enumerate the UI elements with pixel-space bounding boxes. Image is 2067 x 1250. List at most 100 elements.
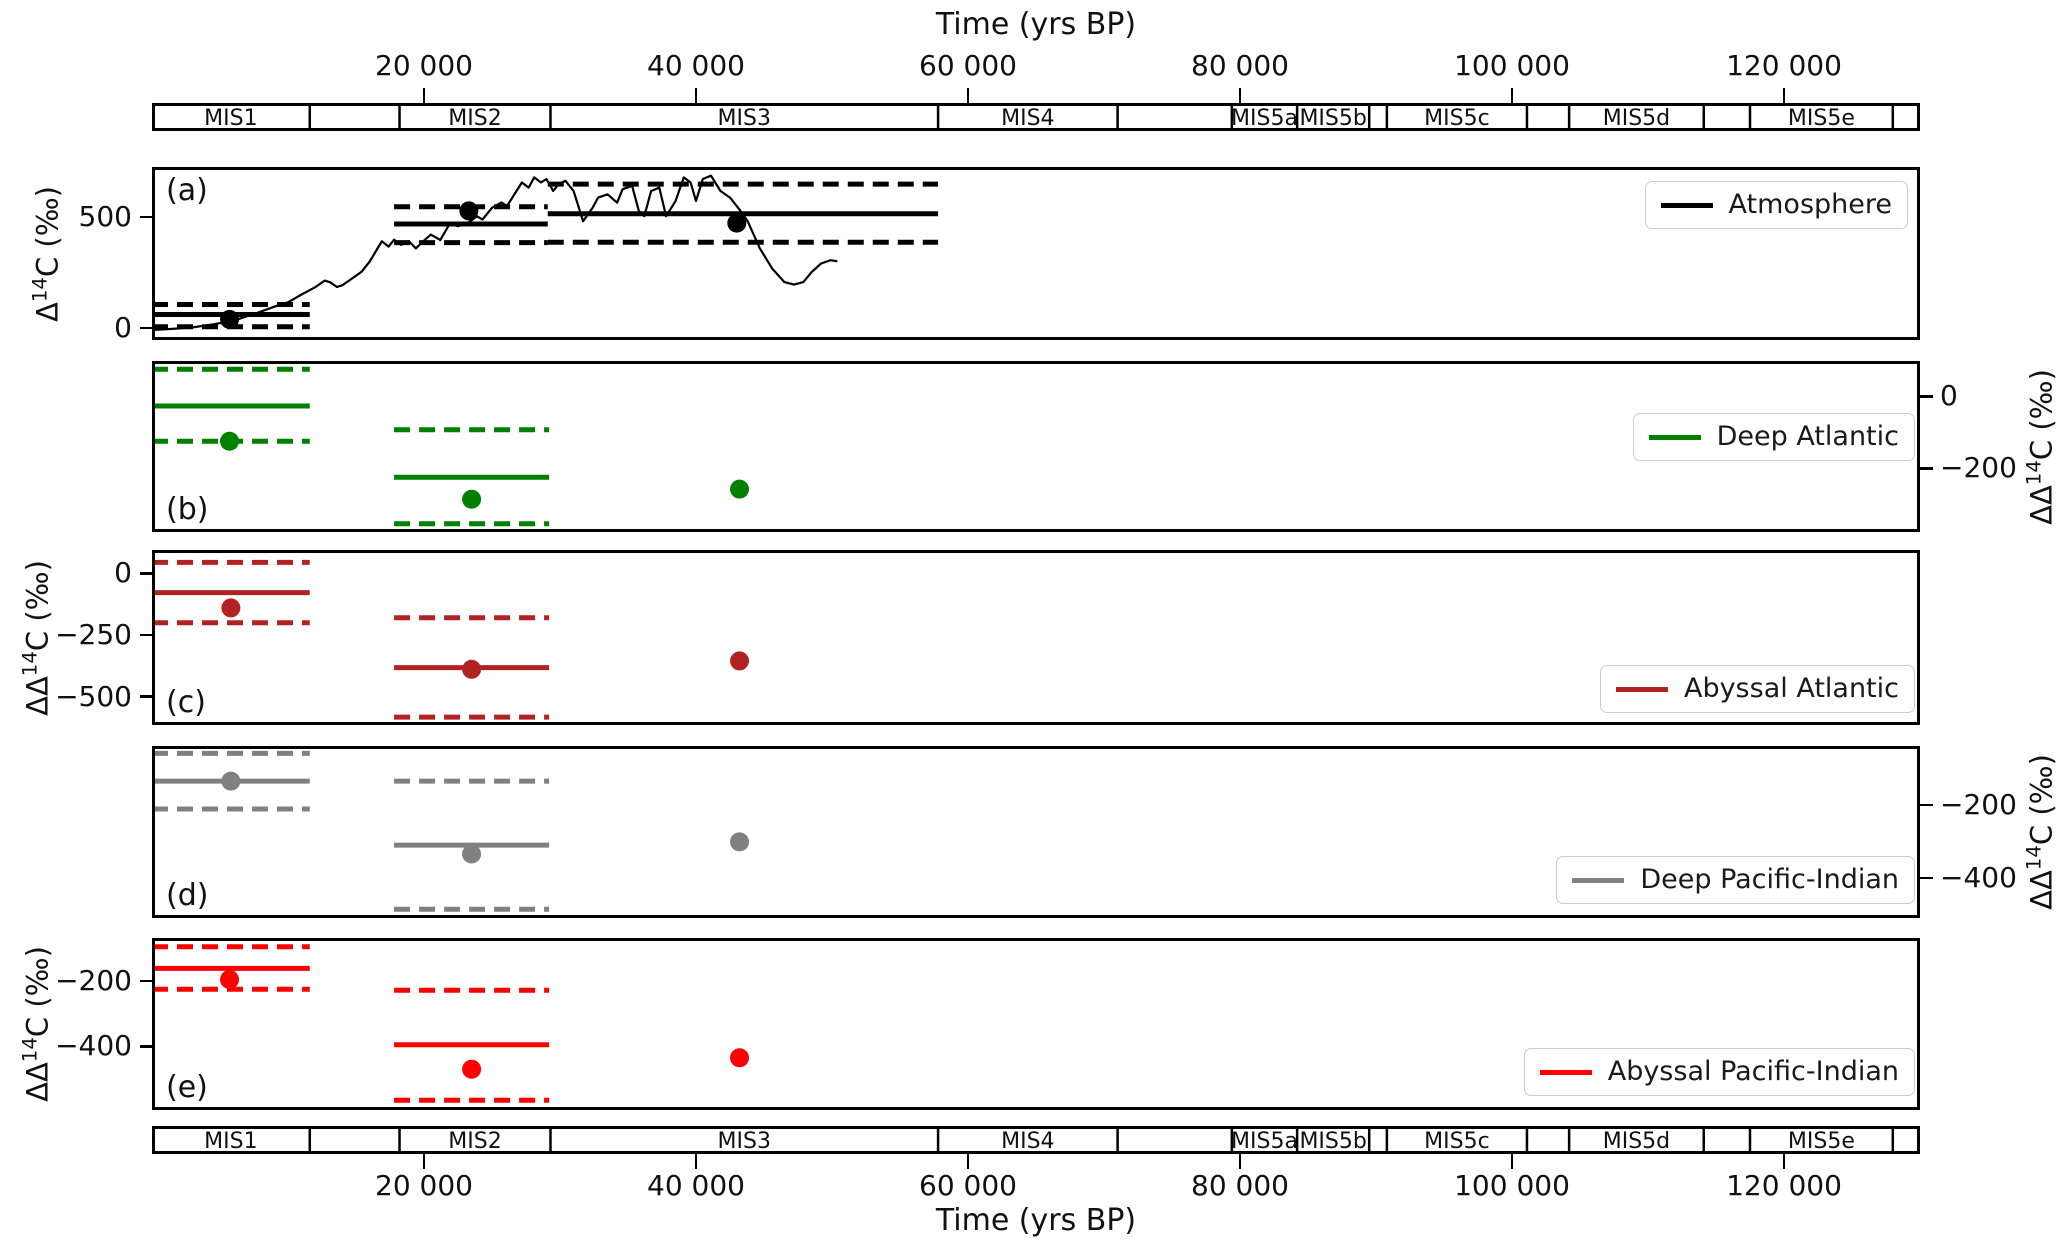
b-ytick-mark — [1920, 395, 1933, 398]
top-xtick-mark — [1238, 88, 1242, 103]
e-border — [152, 938, 1920, 1110]
mis-bar-outline — [152, 1126, 1920, 1154]
bottom-xtick-mark — [1238, 1154, 1242, 1169]
d-border — [152, 746, 1920, 918]
abyssal-pacific-indian-line-swatch — [1539, 1069, 1592, 1075]
mis-label-mis1: MIS1 — [204, 106, 257, 131]
b-dot-3 — [730, 479, 750, 499]
panel-b-ylabel-prefix: ΔΔ — [2024, 485, 2059, 525]
panel-a-ylabel-prefix: Δ — [30, 302, 65, 322]
panel-c-letter: (c) — [166, 685, 206, 720]
panel-d-frame: (d) — [152, 746, 1920, 918]
panel-e-ylabel-sup: 14 — [18, 1037, 42, 1063]
d-dot-2 — [462, 844, 482, 864]
b-border — [152, 361, 1920, 532]
bottom-xtick-100000: 100 000 — [1454, 1169, 1570, 1202]
panel-d-ytick--200: −200 — [1940, 787, 2017, 821]
b-ytick-mark — [1920, 467, 1933, 470]
legend-atmosphere: Atmosphere — [1644, 181, 1908, 229]
mis-label-mis3: MIS3 — [718, 106, 771, 131]
panel-d-ylabel: ΔΔ14C (‰) — [2019, 754, 2059, 910]
bottom-xtick-mark — [694, 1154, 698, 1169]
top-axis-title: Time (yrs BP) — [935, 7, 1137, 42]
panel-c-ylabel-suffix: C (‰) — [20, 560, 55, 652]
top-xtick-mark — [694, 88, 698, 103]
deep-pacific-indian-line-swatch — [1572, 877, 1625, 883]
mis-bar-outline — [152, 103, 1920, 131]
panel-d-letter: (d) — [166, 878, 209, 913]
panel-e-letter: (e) — [166, 1070, 208, 1105]
panel-b-ylabel-sup: 14 — [2022, 460, 2046, 486]
mis-label-mis5b: MIS5b — [1299, 106, 1366, 131]
bottom-xtick-mark — [422, 1154, 426, 1169]
abyssal-atlantic-line-swatch — [1615, 686, 1668, 692]
c-ytick-mark — [139, 633, 152, 637]
mis-label-mis5c: MIS5c — [1424, 106, 1490, 131]
panel-c-frame: (c) — [152, 550, 1920, 725]
a-dot-3 — [727, 213, 747, 233]
d-dot-3 — [730, 832, 750, 852]
panel-c-ytick--500: −500 — [55, 679, 132, 713]
panel-b-ylabel: ΔΔ14C (‰) — [2019, 369, 2059, 525]
panel-e-ylabel-prefix: ΔΔ — [20, 1062, 55, 1102]
panel-d-ylabel-sup: 14 — [2022, 845, 2046, 871]
panel-c-ytick--250: −250 — [55, 618, 132, 652]
panel-b-ylabel-suffix: C (‰) — [2024, 369, 2059, 461]
panel-a-ytick-500: 500 — [78, 199, 132, 233]
mis-label-mis4: MIS4 — [1001, 106, 1054, 131]
a-curve — [152, 174, 838, 332]
panel-d-plot — [152, 746, 1920, 918]
panel-a-ylabel: Δ14C (‰) — [25, 186, 65, 322]
e-ytick-mark — [139, 1045, 152, 1048]
bottom-xtick-120000: 120 000 — [1726, 1169, 1842, 1202]
panel-a-frame: (a) — [152, 167, 1920, 340]
top-xtick-40000: 40 000 — [647, 49, 745, 82]
top-xtick-120000: 120 000 — [1726, 49, 1842, 82]
legend-abyssal-pacific-indian-label: Abyssal Pacific-Indian — [1607, 1056, 1899, 1087]
panel-b-ytick-0: 0 — [1940, 379, 1958, 413]
mis-label-mis5c: MIS5c — [1424, 1129, 1490, 1154]
bottom-xtick-20000: 20 000 — [375, 1169, 473, 1202]
panel-b-frame: (b) — [152, 361, 1920, 532]
top-xtick-20000: 20 000 — [375, 49, 473, 82]
c-ytick-mark — [139, 695, 152, 698]
e-dot-2 — [462, 1059, 482, 1079]
mis-label-mis5e: MIS5e — [1788, 106, 1855, 131]
c-dot-3 — [730, 651, 750, 671]
mis-label-mis2: MIS2 — [448, 106, 501, 131]
b-dot-2 — [462, 489, 482, 509]
panel-d-ylabel-prefix: ΔΔ — [2024, 870, 2059, 910]
d-dot-1 — [221, 771, 241, 791]
panel-e-ylabel: ΔΔ14C (‰) — [15, 946, 55, 1102]
panel-a-ylabel-sup: 14 — [28, 277, 52, 303]
e-ytick-mark — [139, 979, 152, 983]
mis-label-mis4: MIS4 — [1001, 1129, 1054, 1154]
panel-c-ylabel: ΔΔ14C (‰) — [15, 560, 55, 716]
bottom-axis-title: Time (yrs BP) — [935, 1203, 1137, 1238]
bottom-xtick-40000: 40 000 — [647, 1169, 745, 1202]
panel-b-ytick--200: −200 — [1940, 451, 2017, 485]
panel-e-ytick--200: −200 — [55, 964, 132, 998]
bottom-xtick-mark — [1782, 1154, 1786, 1169]
legend-deep-atlantic-label: Deep Atlantic — [1716, 421, 1899, 452]
legend-abyssal-atlantic-label: Abyssal Atlantic — [1683, 673, 1899, 704]
a-ytick-mark — [139, 326, 152, 330]
panel-e-ylabel-suffix: C (‰) — [20, 946, 55, 1038]
mis-bar-bottom: MIS1 MIS2 MIS3 MIS4 MIS5a MIS5b MIS5c MIS5d MIS5… — [152, 1126, 1920, 1154]
panel-c-ylabel-prefix: ΔΔ — [20, 676, 55, 716]
legend-deep-pacific-indian: Deep Pacific-Indian — [1556, 856, 1915, 904]
bottom-xtick-60000: 60 000 — [919, 1169, 1017, 1202]
top-xtick-60000: 60 000 — [919, 49, 1017, 82]
panel-e-plot — [152, 938, 1920, 1110]
legend-deep-atlantic: Deep Atlantic — [1632, 413, 1915, 461]
bottom-xtick-mark — [1510, 1154, 1514, 1169]
legend-abyssal-pacific-indian: Abyssal Pacific-Indian — [1523, 1048, 1915, 1096]
e-dot-3 — [730, 1048, 750, 1068]
mis-label-mis5b: MIS5b — [1299, 1129, 1366, 1154]
legend-abyssal-atlantic: Abyssal Atlantic — [1599, 665, 1915, 713]
c-dot-2 — [462, 659, 482, 679]
d-ytick-mark — [1920, 876, 1933, 880]
bottom-xtick-80000: 80 000 — [1191, 1169, 1289, 1202]
panel-d-ylabel-suffix: C (‰) — [2024, 754, 2059, 846]
